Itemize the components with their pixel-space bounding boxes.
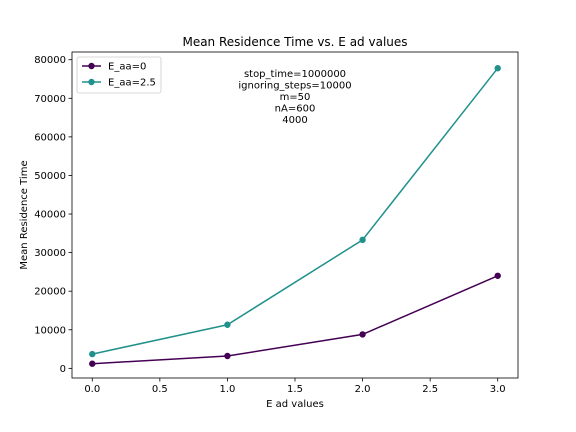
- annotation-line: 4000: [282, 115, 307, 126]
- annotation-line: stop_time=1000000: [244, 69, 346, 80]
- annotation-line: ignoring_steps=10000: [238, 81, 351, 92]
- data-point: [359, 331, 366, 338]
- data-point: [224, 321, 231, 328]
- series-1: [89, 272, 501, 367]
- y-tick-label: 80000: [34, 55, 66, 66]
- legend-label: E_aa=0: [108, 62, 146, 73]
- annotation-line: nA=600: [275, 104, 316, 115]
- data-point: [89, 350, 96, 358]
- legend-item: E_aa=0: [82, 62, 146, 73]
- x-tick-label: 1.0: [219, 384, 235, 395]
- data-point: [494, 272, 501, 279]
- y-tick-label: 30000: [34, 248, 66, 259]
- x-tick-label: 3.0: [490, 384, 506, 395]
- y-tick-label: 0: [60, 364, 66, 375]
- chart-title: Mean Residence Time vs. E ad values: [182, 35, 407, 49]
- x-tick-label: 0.0: [84, 384, 100, 395]
- y-tick-label: 10000: [34, 325, 66, 336]
- x-tick-label: 1.5: [287, 384, 303, 395]
- annotation-box: stop_time=1000000ignoring_steps=10000m=5…: [238, 69, 351, 126]
- series-line: [92, 67, 499, 355]
- legend-marker: [88, 62, 95, 70]
- y-tick-label: 20000: [34, 287, 66, 298]
- x-tick-label: 2.5: [422, 384, 438, 395]
- legend-marker: [88, 78, 95, 86]
- data-point: [494, 65, 501, 72]
- y-tick-label: 40000: [34, 210, 66, 221]
- plot-area: 0.0 0.5 1.0 1.5 2.0 2.5 3.0 0 10000 20000 30000 400…: [34, 51, 519, 395]
- series-2: [89, 65, 501, 358]
- data-point: [224, 352, 231, 360]
- legend: E_aa=0 E_aa=2.5: [76, 56, 162, 94]
- data-point: [359, 236, 366, 244]
- y-tick-label: 60000: [34, 132, 66, 143]
- x-axis-label: E ad values: [266, 399, 324, 410]
- x-tick-label: 0.5: [152, 384, 168, 395]
- y-axis-label: Mean Residence Time: [19, 160, 30, 269]
- data-point: [89, 360, 96, 367]
- legend-item: E_aa=2.5: [82, 78, 156, 89]
- y-tick-label: 50000: [34, 171, 66, 182]
- y-tick-label: 70000: [34, 94, 66, 105]
- series-line: [92, 275, 499, 365]
- annotation-line: m=50: [280, 92, 311, 103]
- x-tick-label: 2.0: [355, 384, 371, 395]
- legend-label: E_aa=2.5: [108, 78, 156, 89]
